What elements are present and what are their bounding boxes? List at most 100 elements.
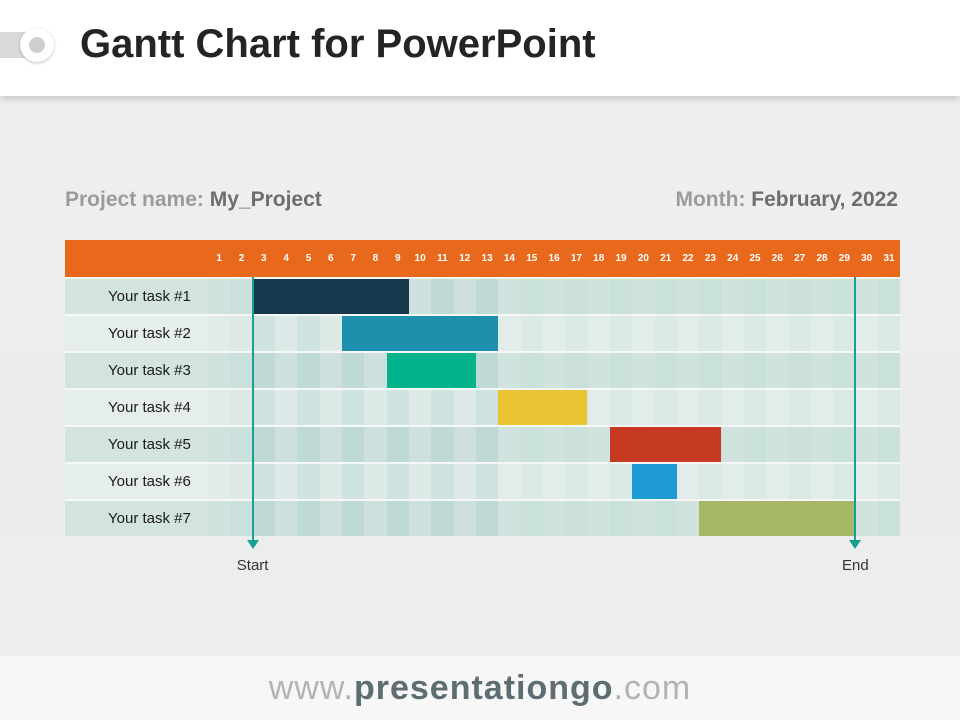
gantt-bar [609, 427, 722, 462]
day-cell [766, 353, 788, 388]
day-label: 2 [238, 253, 245, 264]
day-cell [565, 353, 588, 388]
day-cell [275, 353, 297, 388]
day-cell [230, 279, 253, 314]
day-cell [654, 501, 677, 536]
day-cell [252, 316, 275, 351]
task-label: Your task #2 [108, 325, 191, 342]
day-cell [230, 464, 253, 499]
gantt-body: Your task #1 Your task #2 Your task #3 Your… [65, 277, 901, 536]
task-timeline [208, 316, 901, 351]
day-cell [364, 390, 386, 425]
day-cell [743, 316, 767, 351]
day-cell [677, 501, 699, 536]
day-cell [877, 501, 901, 536]
day-cell [252, 427, 275, 462]
day-label: 13 [481, 253, 493, 264]
month-value: February, 2022 [751, 188, 898, 211]
gantt-bar [341, 316, 499, 351]
day-cell [833, 316, 856, 351]
day-cell [498, 316, 520, 351]
day-cell [275, 501, 297, 536]
day-cell [677, 390, 699, 425]
task-timeline [208, 427, 901, 462]
day-cell [454, 464, 476, 499]
day-cell [722, 390, 744, 425]
day-cell [722, 316, 744, 351]
day-cell [297, 501, 320, 536]
day-label: 15 [526, 253, 538, 264]
day-cell [208, 464, 230, 499]
day-cell [766, 316, 788, 351]
day-cell [297, 316, 320, 351]
footer-name: presentationgo [353, 668, 614, 707]
day-cell [520, 464, 543, 499]
day-cell [609, 464, 633, 499]
gantt-bar [699, 501, 856, 536]
gantt-bar [632, 464, 677, 499]
day-cell [520, 279, 543, 314]
day-cell [766, 390, 788, 425]
day-cell [520, 353, 543, 388]
day-cell [252, 353, 275, 388]
day-cell [320, 353, 342, 388]
day-cell [856, 464, 878, 499]
task-timeline [208, 464, 901, 499]
day-cell [722, 353, 744, 388]
day-cell [856, 501, 878, 536]
day-cell [409, 427, 431, 462]
gantt-corner [65, 240, 208, 277]
day-cell [856, 279, 878, 314]
day-label: 24 [727, 253, 739, 264]
day-cell [208, 279, 230, 314]
day-cell [833, 390, 856, 425]
day-cell [208, 501, 230, 536]
day-cell [588, 353, 610, 388]
day-cell [677, 316, 699, 351]
page-title: Gantt Chart for PowerPoint [80, 22, 596, 66]
day-cell [386, 501, 409, 536]
day-cell [341, 464, 365, 499]
day-cell [833, 353, 856, 388]
day-cell [788, 316, 811, 351]
day-cell [788, 353, 811, 388]
day-cell [609, 390, 633, 425]
day-cell [431, 464, 454, 499]
day-cell [766, 427, 788, 462]
day-cell [320, 427, 342, 462]
day-cell [565, 501, 588, 536]
day-cell [877, 390, 901, 425]
day-cell [297, 464, 320, 499]
day-cell [543, 427, 565, 462]
task-row: Your task #2 [65, 314, 901, 351]
day-cell [722, 464, 744, 499]
task-label: Your task #7 [108, 510, 191, 527]
day-cell [431, 390, 454, 425]
day-cell [543, 353, 565, 388]
day-cell [230, 501, 253, 536]
task-row: Your task #7 [65, 499, 901, 536]
day-cell [386, 427, 409, 462]
day-cell [699, 353, 722, 388]
day-cell [654, 316, 677, 351]
day-cell [275, 316, 297, 351]
task-timeline [208, 501, 901, 536]
task-row: Your task #3 [65, 351, 901, 388]
day-cell [543, 316, 565, 351]
day-cell [743, 427, 767, 462]
day-label: 20 [637, 253, 649, 264]
day-label: 25 [749, 253, 761, 264]
day-cell [252, 501, 275, 536]
gantt-days-row: 1 2 3 4 5 6 7 8 9 10 11 12 13 14 15 16 17 18 19 20 21 22 23 24 2… [208, 240, 900, 277]
gantt-bar [386, 353, 476, 388]
day-cell [588, 501, 610, 536]
day-cell [409, 464, 431, 499]
task-row: Your task #1 [65, 277, 901, 314]
day-cell [386, 464, 409, 499]
day-cell [699, 316, 722, 351]
day-label: 12 [459, 253, 471, 264]
day-cell [230, 427, 253, 462]
day-cell [565, 316, 588, 351]
footer-www: www. [268, 668, 354, 707]
